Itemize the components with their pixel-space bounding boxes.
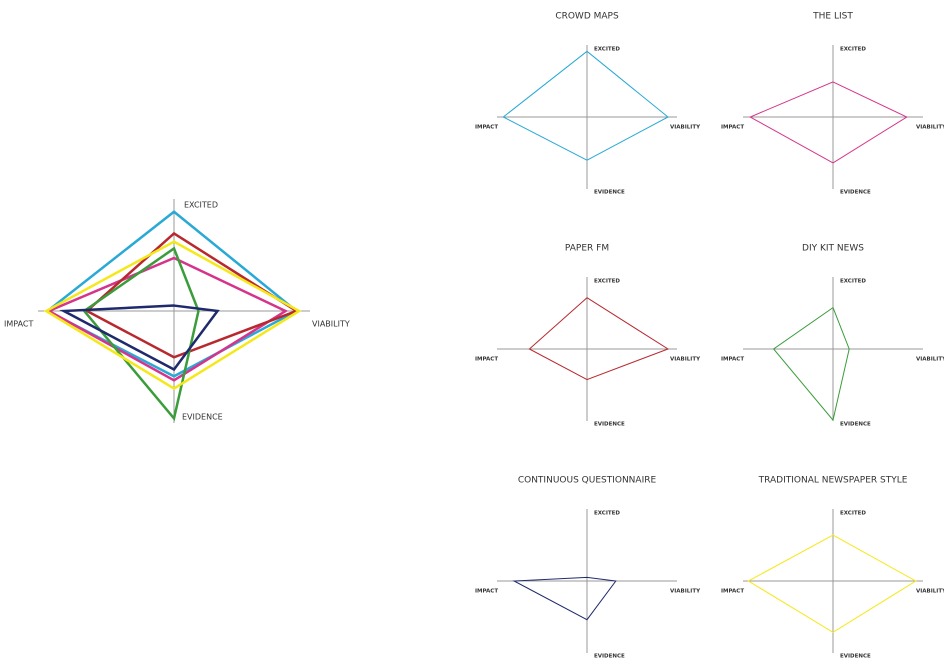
axis-label: EVIDENCE [594,654,625,658]
axis-label: EXCITED [184,201,218,210]
chart-title: DIY KIT NEWS [802,244,864,254]
axis-label: VIABILITY [312,320,350,329]
axis-label: EVIDENCE [182,413,223,422]
axis-label: VIABILITY [670,589,701,595]
axis-label: EXCITED [594,279,620,285]
axis-label: VIABILITY [916,357,944,363]
radar-shape [59,304,220,372]
axis-label: EVIDENCE [840,422,871,428]
chart-title: CONTINUOUS QUESTIONNAIRE [518,476,657,486]
axis-label: EXCITED [840,47,866,53]
radar-shape [528,297,670,381]
chart-title: PAPER FM [565,244,609,254]
axis-label: VIABILITY [670,357,701,363]
radar-shape [45,210,299,378]
chart-title: THE LIST [812,12,853,22]
axis-label: EVIDENCE [594,190,625,196]
chart-title: TRADITIONAL NEWSPAPER STYLE [758,476,908,486]
axis-label: EVIDENCE [840,190,871,196]
axis-label: IMPACT [721,589,744,595]
axis-label: VIABILITY [670,125,701,131]
axis-label: IMPACT [721,125,744,131]
radar-shape [747,534,917,633]
radar-shape [43,240,302,390]
axis-label: IMPACT [4,320,33,329]
radar-shape [772,306,850,422]
radar-shape [82,246,200,422]
axis-label: EVIDENCE [840,654,871,658]
axis-label: EXCITED [840,279,866,285]
axis-label: VIABILITY [916,125,944,131]
axis-label: VIABILITY [916,589,944,595]
radar-shape [502,50,669,161]
axis-label: IMPACT [475,589,498,595]
axis-label: EXCITED [840,511,866,517]
axis-label: EXCITED [594,47,620,53]
radar-shape [84,231,300,359]
axis-label: IMPACT [475,125,498,131]
axis-label: EVIDENCE [594,422,625,428]
axis-label: IMPACT [475,357,498,363]
radar-shape [46,256,289,382]
chart-title: CROWD MAPS [555,12,619,22]
radar-shape [512,576,617,621]
radar-shape [749,81,908,164]
axis-label: EXCITED [594,511,620,517]
axis-label: IMPACT [721,357,744,363]
